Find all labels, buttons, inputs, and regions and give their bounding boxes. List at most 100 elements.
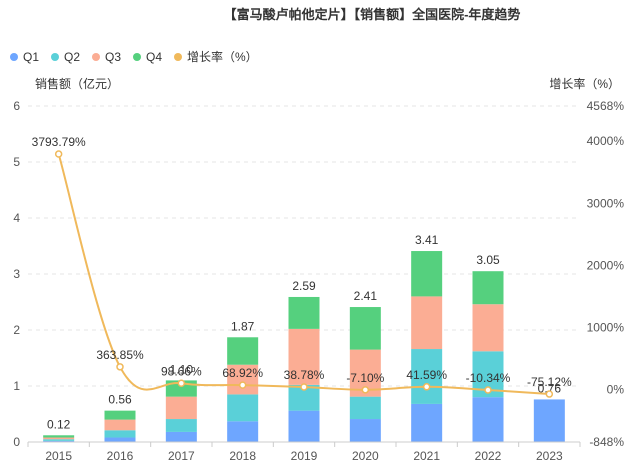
growth-label-2016: 363.85%: [96, 348, 144, 362]
bar-q1-2019[interactable]: [288, 410, 320, 442]
x-tick-label-2016: 2016: [107, 449, 134, 463]
bar-q4-2015[interactable]: [43, 435, 75, 438]
growth-point-2020[interactable]: [361, 386, 370, 394]
total-label-2016: 0.56: [108, 393, 132, 407]
legend-label-1[interactable]: Q2: [64, 50, 80, 64]
legend-marker-0[interactable]: [10, 53, 18, 61]
growth-point-2015[interactable]: [54, 150, 63, 158]
growth-point-2021[interactable]: [422, 383, 431, 391]
bar-q1-2022[interactable]: [472, 397, 504, 442]
y-left-tick-2: 2: [13, 323, 20, 337]
bar-q3-2019[interactable]: [288, 328, 320, 385]
bar-q3-2022[interactable]: [472, 304, 504, 352]
bar-q3-2017[interactable]: [165, 396, 197, 420]
y-left-tick-0: 0: [13, 435, 20, 449]
bar-q2-2015[interactable]: [43, 439, 75, 441]
y-right-tick-3: 2000%: [587, 258, 625, 272]
y-right-tick-4: 3000%: [587, 196, 625, 210]
growth-label-2017: 98.66%: [161, 364, 202, 378]
growth-label-2023: -75.12%: [527, 375, 572, 389]
x-tick-label-2017: 2017: [168, 449, 195, 463]
legend-marker-3[interactable]: [133, 53, 141, 61]
total-label-2019: 2.59: [292, 279, 316, 293]
y-right-tick-0: -848%: [589, 435, 624, 449]
bar-q3-2021[interactable]: [411, 296, 443, 350]
legend-marker-4[interactable]: [174, 53, 182, 61]
y-axis-right-label: 增长率（%）: [549, 76, 620, 91]
bar-q4-2019[interactable]: [288, 296, 320, 329]
x-axis-ticks: 2015 2016 2017 2018 2019 2020 2021 2022 2023: [27, 442, 581, 463]
x-tick-label-2019: 2019: [291, 449, 318, 463]
x-tick-label-2020: 2020: [352, 449, 379, 463]
growth-line[interactable]: 3793.79% 363.85% 98.66% 68.92% 38.78% -7.10% 4…: [32, 135, 572, 398]
bar-q1-2016[interactable]: [104, 437, 136, 442]
y-left-tick-6: 6: [13, 99, 20, 113]
bar-q1-2017[interactable]: [165, 431, 197, 442]
bar-q2-2018[interactable]: [227, 394, 259, 422]
growth-point-2022[interactable]: [484, 386, 492, 394]
x-tick-label-2015: 2015: [45, 449, 72, 463]
x-tick-label-2021: 2021: [413, 449, 440, 463]
legend-label-3[interactable]: Q4: [146, 50, 162, 64]
legend-marker-2[interactable]: [92, 53, 100, 61]
y-left-tick-1: 1: [13, 379, 20, 393]
total-label-2021: 3.41: [415, 233, 439, 247]
bar-q4-2021[interactable]: [411, 251, 443, 297]
legend-label-4[interactable]: 增长率（%）: [187, 49, 258, 64]
growth-point-2018[interactable]: [238, 381, 247, 389]
bar-q2-2016[interactable]: [104, 430, 136, 438]
growth-label-2018: 68.92%: [222, 366, 263, 380]
growth-point-2023[interactable]: [545, 390, 554, 398]
bar-q1-2020[interactable]: [349, 419, 381, 442]
y-right-tick-5: 4000%: [587, 134, 625, 148]
growth-point-2016[interactable]: [116, 363, 124, 371]
legend-label-2[interactable]: Q3: [105, 50, 121, 64]
bar-q2-2020[interactable]: [349, 396, 381, 420]
total-labels: 0.12 0.56 1.10 1.87 2.59 2.41 3.41 3.05 0.76: [47, 233, 561, 431]
y-left-tick-3: 3: [13, 267, 20, 281]
bar-series[interactable]: [43, 251, 565, 442]
y-axis-left-ticks: 0 1 2 3 4 5 6: [13, 99, 20, 449]
x-tick-label-2023: 2023: [536, 449, 563, 463]
growth-label-2021: 41.59%: [406, 368, 447, 382]
y-right-tick-6: 4568%: [587, 99, 625, 113]
total-label-2020: 2.41: [354, 289, 378, 303]
bar-q1-2018[interactable]: [227, 421, 259, 442]
growth-label-2015: 3793.79%: [32, 135, 86, 149]
total-label-2015: 0.12: [47, 417, 71, 431]
total-label-2022: 3.05: [476, 253, 500, 267]
total-label-2018: 1.87: [231, 319, 255, 333]
legend[interactable]: Q1 Q2 Q3 Q4 增长率（%）: [10, 49, 258, 64]
bar-q1-2023[interactable]: [533, 399, 565, 442]
growth-label-2022: -10.34%: [466, 371, 511, 385]
bar-q3-2018[interactable]: [227, 364, 259, 395]
bar-q3-2016[interactable]: [104, 419, 136, 431]
growth-point-2019[interactable]: [300, 383, 308, 391]
bar-q3-2015[interactable]: [43, 437, 75, 440]
y-left-tick-4: 4: [13, 211, 20, 225]
total-label-2017: 1.10: [170, 362, 194, 376]
y-left-tick-5: 5: [13, 155, 20, 169]
growth-label-2020: -7.10%: [346, 371, 384, 385]
y-right-tick-1: 0%: [607, 382, 625, 396]
bar-q2-2017[interactable]: [165, 419, 197, 432]
bar-q1-2015[interactable]: [43, 440, 75, 442]
y-right-tick-2: 1000%: [587, 320, 625, 334]
x-tick-label-2022: 2022: [475, 449, 502, 463]
legend-label-0[interactable]: Q1: [23, 50, 39, 64]
growth-point-2017[interactable]: [177, 379, 186, 388]
legend-marker-1[interactable]: [51, 53, 59, 61]
bar-q1-2021[interactable]: [411, 403, 443, 442]
bar-q4-2018[interactable]: [227, 337, 259, 365]
bar-q4-2016[interactable]: [104, 410, 136, 420]
chart-title: 【富马酸卢帕他定片】【销售额】全国医院-年度趋势: [224, 7, 521, 22]
x-tick-label-2018: 2018: [229, 449, 256, 463]
bar-q4-2022[interactable]: [472, 271, 504, 305]
y-axis-right-ticks: -848% 0% 1000% 2000% 3000% 4000% 4568%: [587, 99, 625, 449]
growth-rate-line[interactable]: [57, 153, 550, 396]
bar-q2-2021[interactable]: [411, 349, 443, 404]
growth-label-2019: 38.78%: [284, 368, 325, 382]
y-axis-left-label: 销售额（亿元）: [35, 76, 119, 91]
bar-q4-2020[interactable]: [349, 307, 381, 350]
